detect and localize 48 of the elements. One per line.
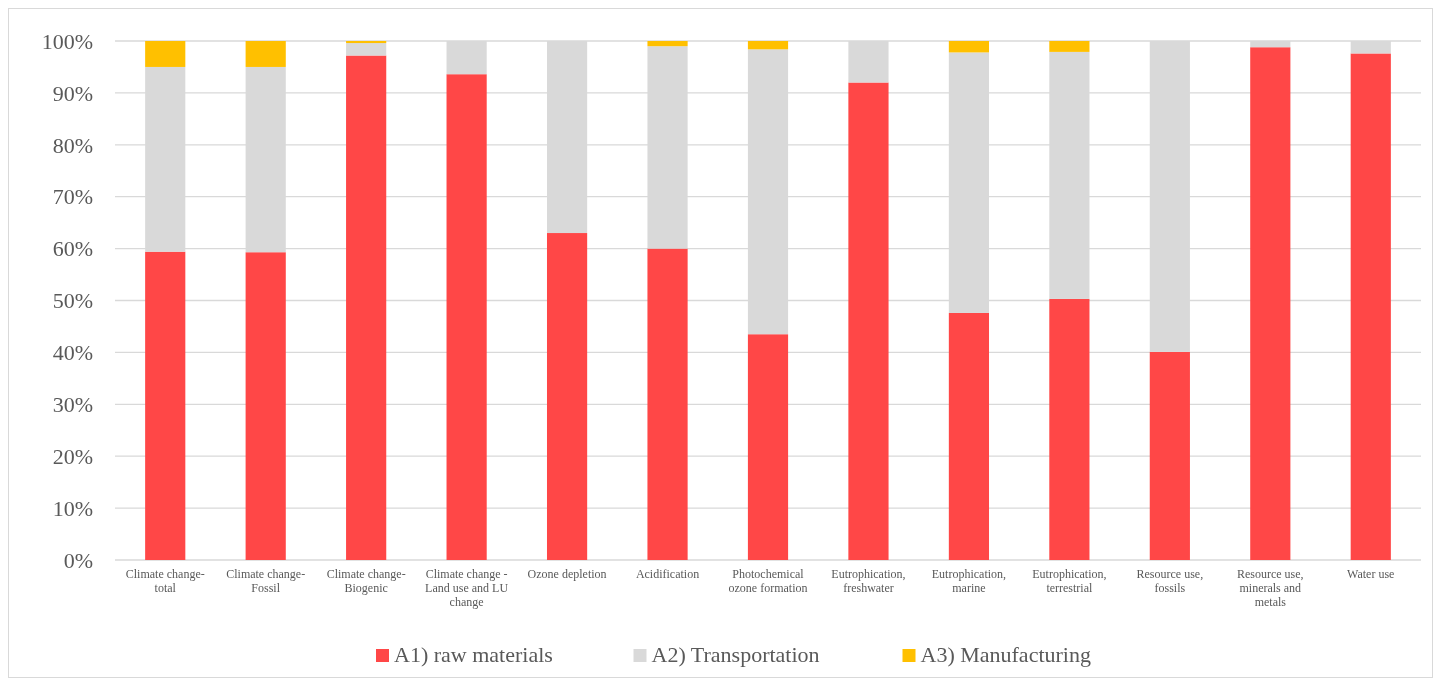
bar bbox=[346, 41, 387, 44]
bar bbox=[647, 41, 688, 47]
y-tick-label: 0% bbox=[63, 547, 93, 573]
bar bbox=[1049, 41, 1090, 52]
x-tick-label: Acidification bbox=[635, 567, 700, 581]
x-tick-label: Resource use, minerals and metals bbox=[1236, 567, 1304, 609]
y-tick-label: 40% bbox=[52, 340, 93, 366]
bar bbox=[948, 41, 990, 53]
bar bbox=[948, 312, 990, 560]
x-tick-label: Climate change - Land use and LU change bbox=[425, 567, 509, 609]
y-tick-label: 60% bbox=[52, 236, 93, 262]
bar bbox=[346, 55, 387, 560]
y-tick-label: 50% bbox=[52, 288, 93, 314]
x-tick-label: Ozone depletion bbox=[527, 567, 607, 581]
x-tick-label: Eutrophication, freshwater bbox=[831, 567, 906, 595]
bar bbox=[848, 82, 889, 560]
bar bbox=[1149, 351, 1190, 560]
bar bbox=[1350, 53, 1391, 560]
bar bbox=[245, 252, 286, 560]
y-tick-label: 30% bbox=[52, 392, 93, 417]
bar bbox=[546, 233, 588, 560]
x-tick-label: Climate change-total bbox=[125, 567, 205, 595]
bar bbox=[245, 41, 286, 67]
bar bbox=[1250, 47, 1291, 560]
bar bbox=[346, 43, 387, 56]
x-tick-label: Resource use, fossils bbox=[1136, 567, 1204, 595]
legend-label: A1) raw materials bbox=[394, 642, 553, 667]
x-tick-label: Climate change-Biogenic bbox=[326, 567, 406, 595]
x-tick-label: Water use bbox=[1347, 567, 1395, 581]
x-tick-label: Eutrophication, marine bbox=[931, 567, 1007, 595]
bar bbox=[747, 334, 789, 560]
y-tick-label: 70% bbox=[52, 184, 93, 210]
bar bbox=[747, 41, 789, 50]
y-tick-label: 80% bbox=[52, 132, 93, 158]
legend-label: A2) Transportation bbox=[651, 642, 820, 667]
y-tick-label: 10% bbox=[52, 495, 93, 521]
bar bbox=[446, 74, 487, 560]
bar bbox=[647, 248, 688, 560]
y-tick-label: 100% bbox=[41, 28, 93, 54]
bar bbox=[1049, 298, 1090, 560]
x-tick-label: Eutrophication, terrestrial bbox=[1032, 567, 1107, 595]
x-tick-label: Climate change-Fossil bbox=[226, 567, 306, 595]
bar bbox=[145, 41, 186, 67]
bar bbox=[145, 251, 186, 560]
y-tick-label: 20% bbox=[52, 443, 93, 469]
y-tick-label: 90% bbox=[52, 80, 93, 106]
x-tick-label: Photochemical ozone formation bbox=[728, 567, 808, 595]
legend-label: A3) Manufacturing bbox=[920, 642, 1091, 667]
